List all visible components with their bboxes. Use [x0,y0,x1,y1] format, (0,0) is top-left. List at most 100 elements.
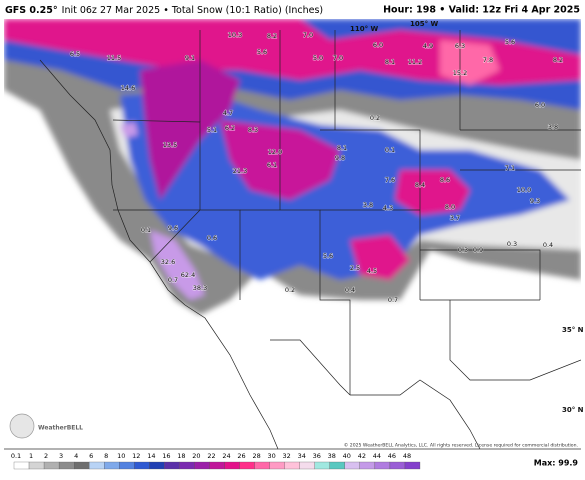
legend-label: 2 [44,452,48,460]
legend-swatch [344,461,361,470]
snow-value: 6.0 [373,41,383,49]
legend-swatch [239,461,255,470]
legend-label: 42 [358,452,366,460]
legend-swatch [28,461,45,470]
snow-value: 13.5 [163,141,177,149]
header-left: GFS 0.25° Init 06z 27 Mar 2025 • Total Sn… [5,5,323,16]
snow-value: 0.4 [345,286,355,294]
snow-value: 10.3 [228,31,242,39]
legend-swatch [179,461,195,470]
snow-value: 0.7 [168,276,178,284]
legend-swatch [209,461,225,470]
snow-value: 11.5 [107,54,121,62]
snow-value: 7.6 [385,176,395,184]
legend-label: 46 [388,452,396,460]
legend-swatch [284,461,300,470]
snow-value: 8.2 [553,56,563,64]
snow-values: 10.3 8.2 7.0 6.5 11.5 9.1 5.6 5.0 7.0 8.1 11.2 15.2… [69,30,564,304]
legend-swatch [149,461,165,470]
snow-value: 12.0 [268,148,282,156]
legend-label: 6 [89,452,93,460]
max-value: Max: 99.9 [534,459,579,468]
snow-value: 6.5 [70,50,80,58]
model-name: GFS 0.25° [5,5,58,16]
snow-value: 0.6 [207,234,217,242]
snow-value: 5.1 [207,126,217,134]
snow-value: 38.3 [193,284,207,292]
legend-swatch [359,461,376,470]
legend-swatch [104,461,120,470]
legend-label: 28 [252,452,260,460]
snow-value: 0.4 [543,241,553,249]
snow-value: 2.5 [350,264,360,272]
snow-value: 0.3 [458,246,468,254]
snow-value: 14.6 [121,84,135,92]
legend-label: 16 [162,452,170,460]
snow-value: 11.2 [408,58,422,66]
logo: WeatherBELL [38,425,83,432]
legend-label: 14 [147,452,155,460]
snow-value: 9.3 [530,197,540,205]
valid-time: Hour: 198 • Valid: 12z Fri 4 Apr 2025 [383,5,580,16]
snow-value: 6.1 [267,161,277,169]
legend-label: 30 [267,452,275,460]
legend-swatch [314,461,330,470]
snow-value: 5.6 [505,38,515,46]
legend-swatch [194,461,210,470]
snow-value: 0.1 [141,226,151,234]
legend-swatch [329,461,345,470]
snow-value: 4.7 [223,109,233,117]
snow-value: 5.0 [313,54,323,62]
legend-swatch [269,461,285,470]
legend-label: 36 [313,452,321,460]
legend-label: 18 [177,452,185,460]
snow-value: 8.4 [415,181,425,189]
legend-label: 34 [298,452,306,460]
snow-value: 21.3 [233,167,247,175]
legend-label: 20 [192,452,200,460]
legend-label: 10 [117,452,125,460]
snow-value: 3.8 [363,201,373,209]
snow-value: 15.2 [453,69,467,77]
legend-swatch [374,461,391,470]
snow-value: 0.2 [285,286,295,294]
legend-swatch [58,461,75,470]
legend-swatch [73,461,90,470]
borders [39,30,581,449]
legend-swatch [89,461,105,470]
legend-swatch [119,461,135,470]
legend-label: 32 [283,452,291,460]
snow-value: 7.8 [483,56,493,64]
logo-globe [9,413,35,439]
legend-swatch [13,461,30,470]
snow-value: 6.3 [455,42,465,50]
grid-label: 35° N [562,326,584,334]
legend-swatch [134,461,150,470]
copyright: © 2025 WeatherBELL Analytics, LLC. All r… [344,442,578,449]
snow-value: 0.3 [507,240,517,248]
grid-label: 105° W [410,20,439,28]
legend-label: 12 [132,452,140,460]
legend-swatch [254,461,270,470]
snow-value: 9.1 [185,54,195,62]
legend-label: 8 [104,452,108,460]
snow-value: 6.0 [535,101,545,109]
snow-field [4,19,581,315]
legend-label: 3 [59,452,63,460]
snow-value: 0.2 [370,114,380,122]
snow-value: 3.8 [548,123,558,131]
snow-value: 0.1 [385,146,395,154]
snow-value: 9.8 [335,154,345,162]
map: 10.3 8.2 7.0 6.5 11.5 9.1 5.6 5.0 7.0 8.1 11.2 15.2… [4,19,581,449]
legend-swatch [164,461,180,470]
legend-label: 26 [237,452,245,460]
snow-value: 8.0 [445,203,455,211]
snow-value: 10.0 [517,186,531,194]
snow-value: 32.6 [161,258,175,266]
description: Init 06z 27 Mar 2025 • Total Snow (10:1 … [62,5,323,16]
snow-value: 7.0 [303,31,313,39]
snow-value: 4.9 [423,42,433,50]
legend-label: 0.1 [11,452,21,460]
snow-value: 0.9 [473,246,483,254]
